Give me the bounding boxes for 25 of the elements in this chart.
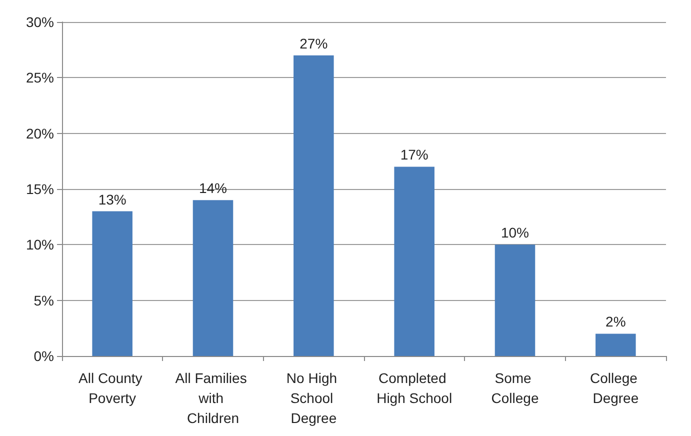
data-label: 13% [98, 191, 126, 208]
y-tick-label: 10% [26, 236, 54, 253]
y-tick-label: 0% [34, 348, 54, 364]
x-tick-label: Some College [491, 370, 539, 406]
x-tick-label: College Degree [590, 370, 642, 406]
x-tick-label: Completed High School [376, 370, 452, 406]
y-tick-label: 25% [26, 70, 54, 86]
bar [294, 55, 334, 356]
y-tick-label: 30% [26, 14, 54, 30]
x-tick-label: All County Poverty [78, 370, 146, 406]
data-label: 2% [606, 314, 626, 330]
bar [494, 244, 536, 356]
bar [596, 334, 636, 356]
bar [192, 200, 234, 356]
data-label: 17% [400, 146, 428, 163]
x-tick-label: No High School Degree [286, 370, 341, 426]
y-tick-label: 5% [34, 292, 54, 308]
y-tick-label: 15% [26, 181, 54, 197]
y-tick-label: 20% [26, 125, 54, 142]
data-label: 10% [500, 224, 530, 241]
bar [394, 166, 434, 356]
data-label: 14% [198, 180, 228, 196]
x-tick-label: All Families with Children [175, 370, 251, 426]
data-label: 27% [300, 35, 328, 52]
bar [92, 211, 132, 356]
